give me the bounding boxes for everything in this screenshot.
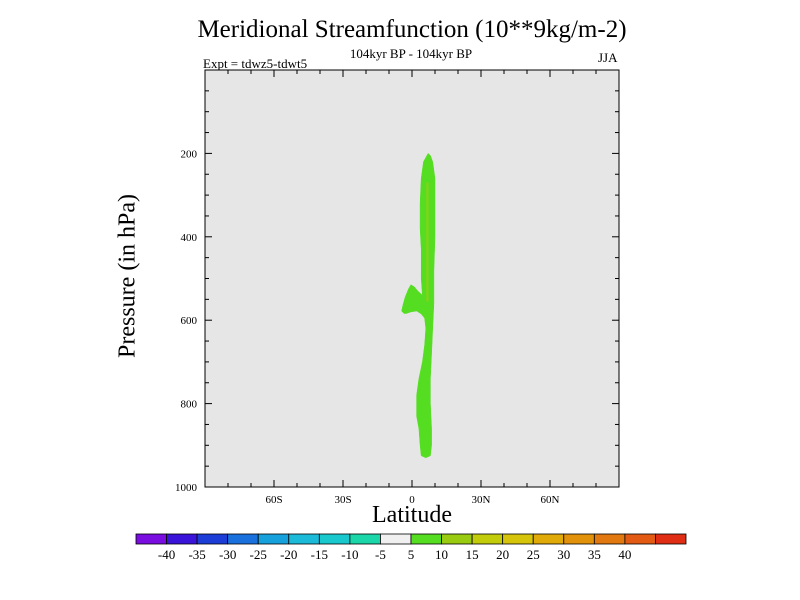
chart-subtitle: 104kyr BP - 104kyr BP [349,46,473,61]
colorbar-label: 10 [435,547,448,562]
colorbar-box [318,533,351,545]
experiment-label: Expt = tdwz5-tdwt5 [203,56,308,71]
colorbar-box [257,533,290,545]
chart-title: Meridional Streamfunction (10**9kg/m-2) [197,16,627,43]
y-tick-label: 800 [181,399,198,411]
y-axis-label: Pressure (in hPa) [114,194,141,358]
colorbar-box [471,533,504,545]
season-label: JJA [598,50,618,65]
colorbar-box [166,533,198,545]
colorbar-label: -35 [188,547,205,562]
colorbar-label: 25 [527,547,540,562]
y-tick-label: 1000 [175,482,198,494]
colorbar-box [410,533,442,545]
x-tick-label: 60N [541,494,560,506]
colorbar-box [196,533,229,545]
colorbar-box [380,533,412,545]
contour-regions [401,153,436,459]
x-tick-label: 30S [334,494,351,506]
axis-ticks: 60S 30S 0 30N 60N 200 400 600 800 1000 [175,70,619,506]
x-axis-label: Latitude [372,502,452,528]
colorbar-box [441,533,473,545]
colorbar-box [593,533,626,545]
colorbar-label: -10 [341,547,358,562]
colorbar-box [655,533,687,545]
colorbar-label: 5 [408,547,415,562]
colorbar-label: 20 [496,547,509,562]
colorbar-label: -5 [375,547,386,562]
colorbar-label: 35 [588,547,601,562]
plot-area [205,70,619,487]
colorbar-label: -30 [219,547,236,562]
colorbar-box [624,533,656,545]
colorbar-box [227,533,259,545]
colorbar-box [532,533,565,545]
colorbar-box [288,533,320,545]
colorbar-box [502,533,534,545]
colorbar-label: 15 [466,547,479,562]
y-tick-label: 400 [181,232,198,244]
colorbar-label: -20 [280,547,297,562]
colorbar-box [135,533,167,545]
y-tick-label: 600 [181,315,198,327]
colorbar-label: -25 [250,547,267,562]
x-tick-label: 30N [472,494,491,506]
colorbar-label: -40 [158,547,175,562]
x-tick-label: 60S [265,494,282,506]
colorbar-label: -15 [311,547,328,562]
colorbar-box [563,533,595,545]
colorbar-label: 40 [618,547,631,562]
x-tick-label: 0 [409,494,415,506]
colorbar-box [349,533,381,545]
colorbar: -40 -35 -30 -25 -20 -15 -10 -5 5 10 15 20 25 30 35 40 [135,533,687,562]
contour-region-1 [426,182,429,302]
y-tick-label: 200 [181,148,198,160]
colorbar-label: 30 [557,547,570,562]
